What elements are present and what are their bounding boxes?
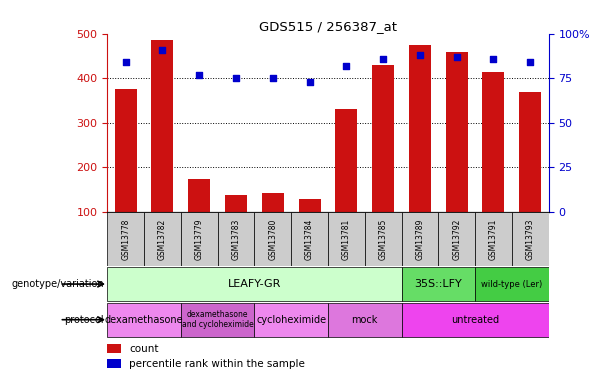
Text: LEAFY-GR: LEAFY-GR [227, 279, 281, 289]
Bar [115, 89, 137, 212]
Bar [188, 179, 210, 212]
Text: percentile rank within the sample: percentile rank within the sample [129, 359, 305, 369]
Point [231, 75, 241, 81]
Text: GSM13780: GSM13780 [268, 218, 277, 260]
Bar [218, 212, 254, 266]
Text: GSM13784: GSM13784 [305, 218, 314, 260]
Bar [365, 212, 402, 266]
Point [268, 75, 278, 81]
Bar [402, 303, 549, 337]
Bar [409, 45, 431, 212]
Title: GDS515 / 256387_at: GDS515 / 256387_at [259, 20, 397, 33]
Text: GSM13791: GSM13791 [489, 218, 498, 260]
Bar [107, 267, 402, 301]
Point [194, 72, 204, 78]
Bar [328, 212, 365, 266]
Text: GSM13789: GSM13789 [416, 218, 424, 260]
Bar [151, 39, 173, 212]
Bar [402, 212, 438, 266]
Bar [299, 198, 321, 212]
Text: GSM13785: GSM13785 [379, 218, 387, 260]
Bar [225, 195, 247, 212]
Bar [181, 303, 254, 337]
Bar [107, 344, 121, 353]
Point [378, 56, 388, 62]
Bar [144, 212, 181, 266]
Point [341, 63, 351, 69]
Bar [475, 267, 549, 301]
Point [158, 47, 167, 53]
Text: dexamethasone: dexamethasone [105, 315, 183, 325]
Text: untreated: untreated [451, 315, 499, 325]
Bar [107, 359, 121, 368]
Bar [475, 212, 512, 266]
Text: count: count [129, 344, 159, 354]
Bar [254, 303, 328, 337]
Point [415, 52, 425, 58]
Bar [335, 110, 357, 212]
Text: wild-type (Ler): wild-type (Ler) [481, 280, 543, 289]
Point [121, 59, 131, 65]
Text: GSM13781: GSM13781 [342, 218, 351, 259]
Bar [446, 52, 468, 212]
Text: GSM13778: GSM13778 [121, 218, 130, 260]
Bar [519, 92, 541, 212]
Bar [328, 303, 402, 337]
Text: GSM13779: GSM13779 [195, 218, 204, 260]
Bar [181, 212, 218, 266]
Point [305, 79, 314, 85]
Text: genotype/variation: genotype/variation [12, 279, 104, 289]
Point [452, 54, 462, 60]
Text: GSM13793: GSM13793 [526, 218, 535, 260]
Point [525, 59, 535, 65]
Bar [291, 212, 328, 266]
Point [489, 56, 498, 62]
Text: mock: mock [351, 315, 378, 325]
Bar [107, 212, 144, 266]
Text: 35S::LFY: 35S::LFY [414, 279, 462, 289]
Bar [107, 303, 181, 337]
Text: GSM13783: GSM13783 [232, 218, 240, 260]
Text: GSM13792: GSM13792 [452, 218, 461, 260]
Text: cycloheximide: cycloheximide [256, 315, 326, 325]
Bar [402, 267, 475, 301]
Bar [512, 212, 549, 266]
Text: GSM13782: GSM13782 [158, 218, 167, 259]
Bar [254, 212, 291, 266]
Bar [262, 193, 284, 212]
Text: protocol: protocol [64, 315, 104, 325]
Bar [438, 212, 475, 266]
Text: dexamethasone
and cycloheximide: dexamethasone and cycloheximide [181, 310, 254, 329]
Bar [372, 65, 394, 212]
Bar [482, 72, 504, 212]
